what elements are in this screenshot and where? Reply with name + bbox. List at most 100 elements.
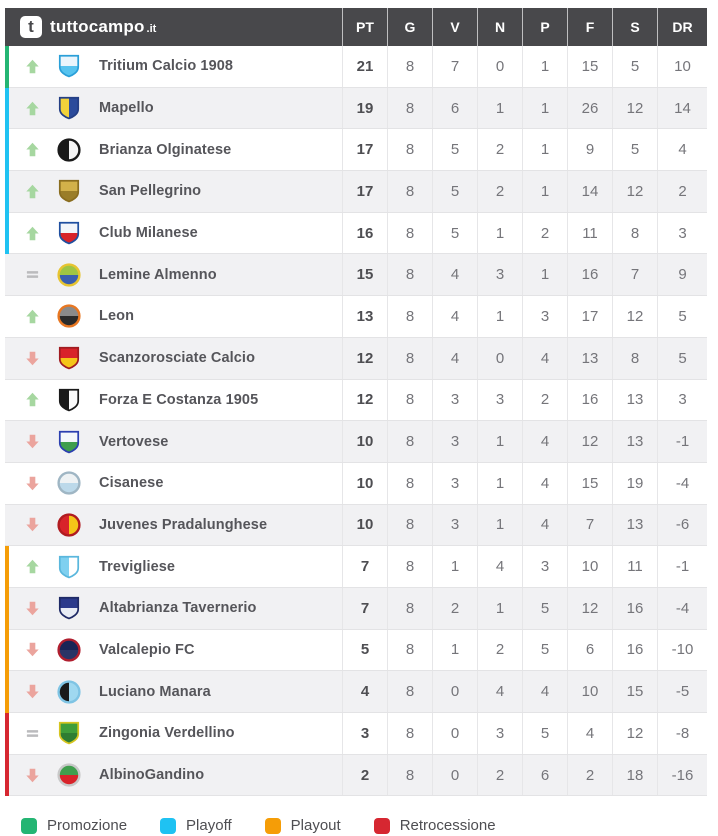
down-arrow-icon <box>24 475 40 491</box>
table-row[interactable]: AlbinoGandino 2 8 0 2 6 2 18 -16 <box>5 754 707 797</box>
down-arrow-icon <box>24 517 40 533</box>
column-header-pt: PT <box>342 8 387 46</box>
stat-f: 2 <box>567 754 612 796</box>
table-row[interactable]: Lemine Almenno 15 8 4 3 1 16 7 9 <box>5 254 707 297</box>
legend-swatch <box>373 817 390 834</box>
table-row[interactable]: Vertovese 10 8 3 1 4 12 13 -1 <box>5 421 707 463</box>
table-row[interactable]: Trevigliese 7 8 1 4 3 10 11 -1 <box>5 546 707 588</box>
legend-label: Promozione <box>47 817 128 834</box>
stat-p: 4 <box>522 671 567 712</box>
stat-f: 4 <box>567 713 612 754</box>
team-name: Tritium Calcio 1908 <box>99 58 234 75</box>
team-name: Brianza Olginatese <box>99 141 232 158</box>
table-row[interactable]: Luciano Manara 4 8 0 4 4 10 15 -5 <box>5 671 707 713</box>
stat-g: 8 <box>387 46 432 87</box>
team-cell: Altabrianza Tavernerio <box>5 588 342 629</box>
stat-pt: 15 <box>342 254 387 296</box>
stat-v: 4 <box>432 296 477 337</box>
zone-bar <box>5 212 9 255</box>
stat-p: 4 <box>522 504 567 546</box>
stat-n: 3 <box>477 254 522 296</box>
stat-pt: 5 <box>342 629 387 671</box>
stat-pt: 3 <box>342 713 387 754</box>
zone-bar <box>5 129 9 172</box>
legend-swatch <box>264 817 281 834</box>
stat-g: 8 <box>387 629 432 671</box>
team-cell: Brianza Olginatese <box>5 129 342 170</box>
stat-g: 8 <box>387 87 432 129</box>
stat-pt: 7 <box>342 546 387 587</box>
team-logo <box>56 262 82 288</box>
stat-g: 8 <box>387 587 432 629</box>
stat-g: 8 <box>387 337 432 379</box>
stat-p: 4 <box>522 337 567 379</box>
team-cell: Vertovese <box>5 421 342 462</box>
stat-pt: 13 <box>342 296 387 337</box>
stat-n: 1 <box>477 212 522 254</box>
table-row[interactable]: Mapello 19 8 6 1 1 26 12 14 <box>5 87 707 130</box>
stat-pt: 7 <box>342 587 387 629</box>
stat-dr: 5 <box>657 337 707 379</box>
stat-g: 8 <box>387 713 432 754</box>
team-logo <box>56 220 82 246</box>
stat-s: 16 <box>612 629 657 671</box>
table-row[interactable]: Altabrianza Tavernerio 7 8 2 1 5 12 16 -… <box>5 587 707 630</box>
legend-label: Playoff <box>186 817 232 834</box>
team-name: Luciano Manara <box>99 683 211 700</box>
stat-pt: 12 <box>342 379 387 421</box>
column-header-n: N <box>477 8 522 46</box>
team-logo <box>56 720 82 746</box>
stat-s: 12 <box>612 171 657 212</box>
zone-bar <box>5 629 9 672</box>
stat-g: 8 <box>387 546 432 587</box>
table-row[interactable]: Zingonia Verdellino 3 8 0 3 5 4 12 -8 <box>5 713 707 755</box>
stat-pt: 10 <box>342 421 387 462</box>
team-logo <box>56 595 82 621</box>
stat-pt: 16 <box>342 212 387 254</box>
team-logo <box>56 303 82 329</box>
table-row[interactable]: Scanzorosciate Calcio 12 8 4 0 4 13 8 5 <box>5 337 707 380</box>
team-cell: Forza E Costanza 1905 <box>5 380 342 421</box>
stat-s: 13 <box>612 379 657 421</box>
table-row[interactable]: Cisanese 10 8 3 1 4 15 19 -4 <box>5 462 707 505</box>
stat-dr: 10 <box>657 46 707 87</box>
team-cell: Valcalepio FC <box>5 630 342 671</box>
stat-f: 11 <box>567 212 612 254</box>
stat-p: 1 <box>522 129 567 171</box>
stat-f: 16 <box>567 379 612 421</box>
team-name: San Pellegrino <box>99 183 202 200</box>
team-name: Club Milanese <box>99 225 198 242</box>
stat-n: 2 <box>477 754 522 796</box>
stat-v: 5 <box>432 171 477 212</box>
stat-s: 13 <box>612 504 657 546</box>
stat-pt: 2 <box>342 754 387 796</box>
stat-f: 13 <box>567 337 612 379</box>
down-arrow-icon <box>24 642 40 658</box>
table-row[interactable]: Club Milanese 16 8 5 1 2 11 8 3 <box>5 212 707 255</box>
table-row[interactable]: Juvenes Pradalunghese 10 8 3 1 4 7 13 -6 <box>5 504 707 547</box>
stat-dr: 14 <box>657 87 707 129</box>
brand-logo[interactable]: t tuttocampo .it <box>20 16 156 38</box>
stat-pt: 17 <box>342 171 387 212</box>
table-row[interactable]: Forza E Costanza 1905 12 8 3 3 2 16 13 3 <box>5 379 707 422</box>
table-row[interactable]: Tritium Calcio 1908 21 8 7 0 1 15 5 10 <box>5 46 707 88</box>
stat-pt: 21 <box>342 46 387 87</box>
stat-n: 3 <box>477 713 522 754</box>
stat-s: 12 <box>612 713 657 754</box>
stat-p: 2 <box>522 379 567 421</box>
stat-g: 8 <box>387 421 432 462</box>
stat-f: 10 <box>567 671 612 712</box>
table-row[interactable]: Valcalepio FC 5 8 1 2 5 6 16 -10 <box>5 629 707 672</box>
team-logo <box>56 762 82 788</box>
stat-dr: 5 <box>657 296 707 337</box>
table-row[interactable]: Brianza Olginatese 17 8 5 2 1 9 5 4 <box>5 129 707 172</box>
column-header-s: S <box>612 8 657 46</box>
table-row[interactable]: San Pellegrino 17 8 5 2 1 14 12 2 <box>5 171 707 213</box>
stat-dr: -4 <box>657 462 707 504</box>
table-row[interactable]: Leon 13 8 4 1 3 17 12 5 <box>5 296 707 338</box>
tuttocampo-icon: t <box>20 16 42 38</box>
stat-f: 9 <box>567 129 612 171</box>
stat-s: 15 <box>612 671 657 712</box>
stat-pt: 12 <box>342 337 387 379</box>
stat-v: 5 <box>432 212 477 254</box>
